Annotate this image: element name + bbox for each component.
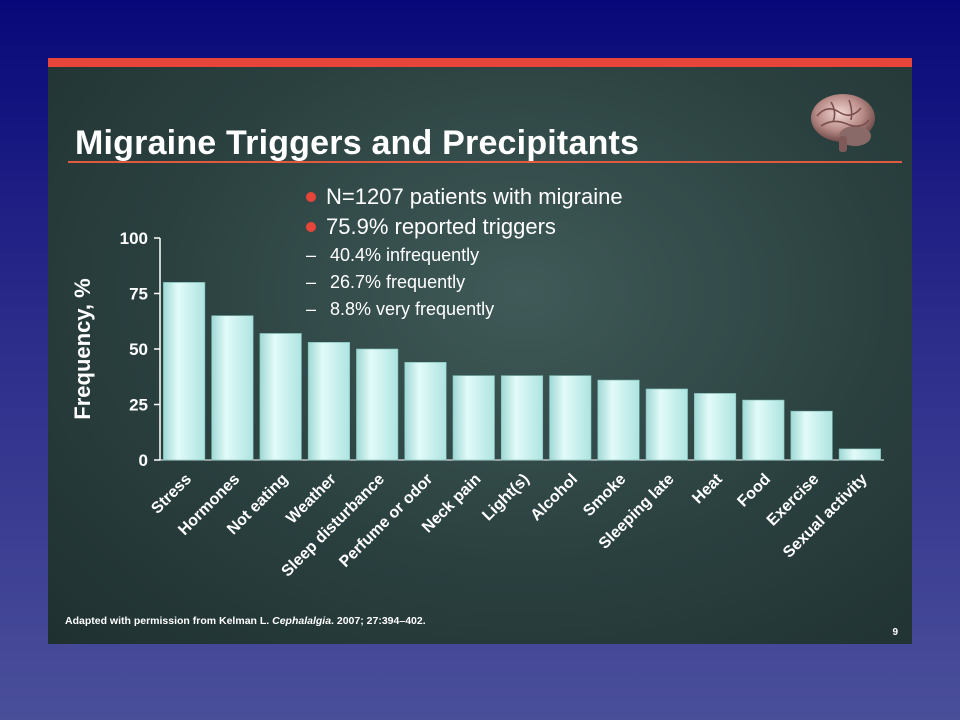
dash-marker: –	[306, 245, 317, 265]
x-tick-label: Heat	[689, 470, 726, 507]
bar-light-s	[500, 375, 544, 461]
accent-bar	[48, 58, 912, 67]
dash-marker: –	[306, 272, 317, 292]
bar-not-eating	[259, 333, 302, 461]
sub-bullet-text: 26.7% frequently	[330, 272, 466, 292]
bar-stress	[163, 282, 206, 461]
brain-icon	[811, 94, 875, 152]
footnote-journal: Cephalalgia	[272, 615, 332, 627]
bullet-dot-icon	[306, 222, 316, 232]
x-tick-label: Sexual activity	[780, 471, 871, 562]
bar-food	[742, 399, 785, 461]
bar-weather	[307, 342, 350, 461]
y-tick-label: 25	[129, 396, 148, 415]
bar-perfume-or-odor	[404, 362, 447, 461]
bar-hormones	[211, 315, 254, 461]
x-tick-label: Light(s)	[479, 471, 532, 524]
bar-alcohol	[549, 375, 592, 461]
y-tick-label: 100	[120, 229, 148, 248]
y-tick-label: 0	[139, 451, 148, 470]
footnote-prefix: Adapted with permission from Kelman L.	[65, 615, 273, 627]
bullet-dot-icon	[306, 192, 316, 202]
sub-bullet-item: –26.7% frequently	[306, 269, 623, 296]
sub-bullet-text: 40.4% infrequently	[330, 245, 480, 265]
bar-neck-pain	[452, 375, 495, 461]
y-tick-label: 50	[129, 340, 148, 359]
dash-marker: –	[306, 299, 317, 319]
bar-smoke	[597, 379, 640, 461]
x-tick-label: Stress	[148, 471, 195, 518]
sub-bullet-text: 8.8% very frequently	[330, 299, 495, 319]
sub-bullet-item: –40.4% infrequently	[306, 242, 623, 269]
footnote-suffix: . 2007; 27:394–402.	[331, 615, 426, 627]
bullet-item: 75.9% reported triggers	[306, 212, 623, 242]
x-tick-label: Food	[734, 471, 774, 511]
bullet-text: 75.9% reported triggers	[326, 214, 556, 239]
bar-exercise	[790, 410, 833, 461]
slide: Migraine Triggers and Precipitants N=120…	[48, 58, 912, 644]
bar-sleeping-late	[645, 388, 688, 461]
bullet-text: N=1207 patients with migraine	[326, 184, 623, 209]
x-tick-label: Smoke	[580, 471, 629, 520]
title-underline	[68, 161, 902, 163]
bar-sleep-disturbance	[356, 348, 399, 461]
page-number: 9	[892, 627, 898, 638]
bar-heat	[694, 393, 737, 461]
bullet-item: N=1207 patients with migraine	[306, 182, 623, 212]
sub-bullet-item: –8.8% very frequently	[306, 296, 623, 323]
footnote: Adapted with permission from Kelman L. C…	[65, 615, 426, 627]
slide-title: Migraine Triggers and Precipitants	[75, 124, 640, 162]
y-tick-label: 75	[129, 285, 148, 304]
x-tick-label: Alcohol	[528, 471, 582, 525]
bar-sexual-activity	[838, 448, 881, 461]
bullet-list: N=1207 patients with migraine 75.9% repo…	[306, 182, 623, 323]
